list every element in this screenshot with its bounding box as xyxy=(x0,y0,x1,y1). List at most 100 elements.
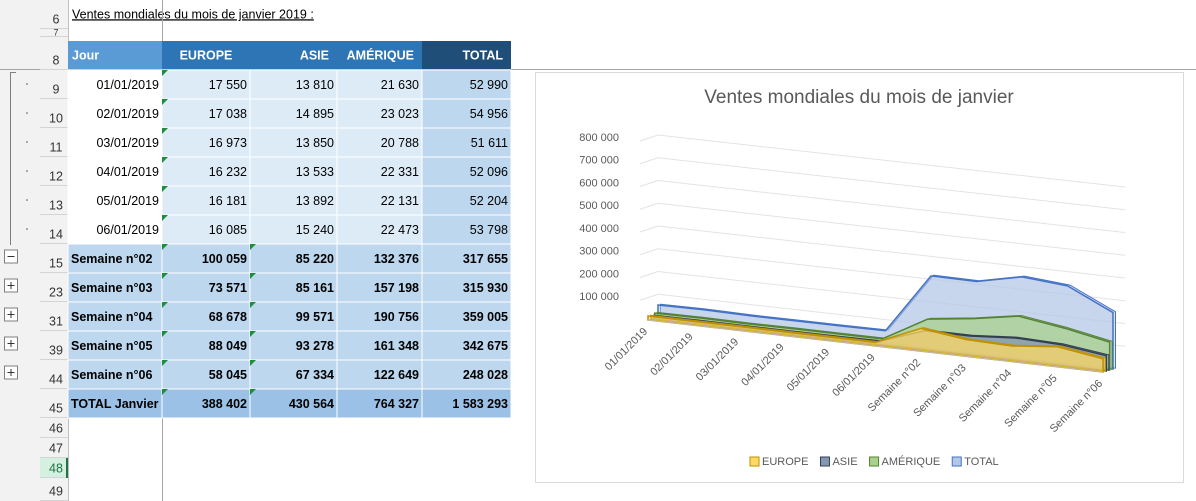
y-tick-label: 800 000 xyxy=(579,132,619,144)
header-cell xyxy=(68,41,162,69)
table-cell xyxy=(421,243,512,274)
table-cell xyxy=(421,388,512,419)
table-cell xyxy=(421,127,512,158)
x-axis-line xyxy=(647,319,1104,373)
row-number: 12 xyxy=(49,169,63,183)
cell-value: 52 204 xyxy=(470,194,508,208)
table-cell xyxy=(67,69,163,100)
cell-value: 13 850 xyxy=(296,136,334,150)
row-number: 39 xyxy=(49,343,63,357)
table-cell xyxy=(161,243,251,274)
row-number: 10 xyxy=(49,111,63,125)
table-cell xyxy=(421,272,512,303)
outline-dot xyxy=(26,83,28,85)
cell-value: 53 798 xyxy=(470,223,508,237)
table-cell xyxy=(161,388,251,419)
cell-value: 17 550 xyxy=(209,78,247,92)
outline-dot xyxy=(26,141,28,143)
error-indicator xyxy=(162,389,168,395)
row-number: 46 xyxy=(49,421,63,435)
table-cell xyxy=(161,359,251,390)
row-number: 45 xyxy=(49,401,63,415)
row-number: 6 xyxy=(53,12,60,26)
cell-value: 16 232 xyxy=(209,165,247,179)
error-indicator xyxy=(162,331,168,337)
header-cell xyxy=(337,41,422,69)
error-indicator xyxy=(162,70,168,76)
table-cell xyxy=(421,98,512,129)
table-cell xyxy=(67,330,163,361)
cell-value: 20 788 xyxy=(381,136,419,150)
cell-value: 68 678 xyxy=(209,310,247,324)
legend-swatch xyxy=(819,456,830,467)
header-label: TOTAL xyxy=(462,48,503,62)
row-number: 15 xyxy=(49,256,63,270)
cell-value: 58 045 xyxy=(209,368,247,382)
cell-value: 73 571 xyxy=(209,281,247,295)
grid-line xyxy=(657,134,1126,188)
cell-value: 13 533 xyxy=(296,165,334,179)
cell-value: 157 198 xyxy=(374,281,419,295)
error-indicator xyxy=(250,273,256,279)
row-label: Semaine n°05 xyxy=(71,339,152,353)
cell-value: 764 327 xyxy=(374,397,419,411)
table-cell xyxy=(249,243,338,274)
row-label: 01/01/2019 xyxy=(96,78,159,92)
error-indicator xyxy=(250,244,256,250)
cell-value: 15 240 xyxy=(296,223,334,237)
cell-value: 16 181 xyxy=(209,194,247,208)
cell-value: 132 376 xyxy=(374,252,419,266)
legend-label: EUROPE xyxy=(762,456,808,468)
cell-value: 317 655 xyxy=(463,252,508,266)
table-cell xyxy=(336,243,423,274)
error-indicator xyxy=(162,360,168,366)
table-cell xyxy=(336,388,423,419)
row-number: 23 xyxy=(49,285,63,299)
table-cell xyxy=(249,359,338,390)
legend-label: TOTAL xyxy=(964,456,998,468)
cell-value: 54 956 xyxy=(470,107,508,121)
legend-swatch xyxy=(749,456,760,467)
header-cell xyxy=(250,41,337,69)
table-cell xyxy=(161,301,251,332)
cell-value: 21 630 xyxy=(381,78,419,92)
table-cell xyxy=(67,185,163,216)
error-indicator xyxy=(250,331,256,337)
outline-dot xyxy=(26,199,28,201)
cell-value: 13 810 xyxy=(296,78,334,92)
table-cell xyxy=(336,156,423,187)
outline-dot xyxy=(26,170,28,172)
error-indicator xyxy=(162,215,168,221)
error-indicator xyxy=(162,273,168,279)
row-number: 11 xyxy=(50,140,63,154)
y-tick-label: 200 000 xyxy=(579,268,619,280)
row-number: 47 xyxy=(49,441,63,455)
cell-value: 100 059 xyxy=(202,252,247,266)
grid-line xyxy=(639,180,659,187)
table-cell xyxy=(249,330,338,361)
y-tick-label: 500 000 xyxy=(579,200,619,212)
header-label: ASIE xyxy=(300,48,329,62)
y-tick-label: 300 000 xyxy=(579,246,619,258)
header-cell xyxy=(162,41,250,69)
table-cell xyxy=(67,127,163,158)
outline-dot xyxy=(26,228,28,230)
error-indicator xyxy=(162,157,168,163)
table-cell xyxy=(67,272,163,303)
grid-line xyxy=(657,225,1126,279)
cell-value: 22 131 xyxy=(381,194,419,208)
cell-value: 52 990 xyxy=(470,78,508,92)
row-label: 04/01/2019 xyxy=(96,165,159,179)
table-cell xyxy=(336,214,423,245)
table-cell xyxy=(161,69,251,100)
grid-line xyxy=(639,293,659,301)
table-cell xyxy=(421,156,512,187)
grid-line xyxy=(639,134,659,142)
grid-line xyxy=(639,157,659,165)
cell-value: 315 930 xyxy=(463,281,508,295)
header-cell xyxy=(422,41,511,69)
error-indicator xyxy=(162,99,168,105)
error-indicator xyxy=(250,389,256,395)
row-number: 14 xyxy=(49,227,63,241)
grid-line xyxy=(639,248,659,256)
